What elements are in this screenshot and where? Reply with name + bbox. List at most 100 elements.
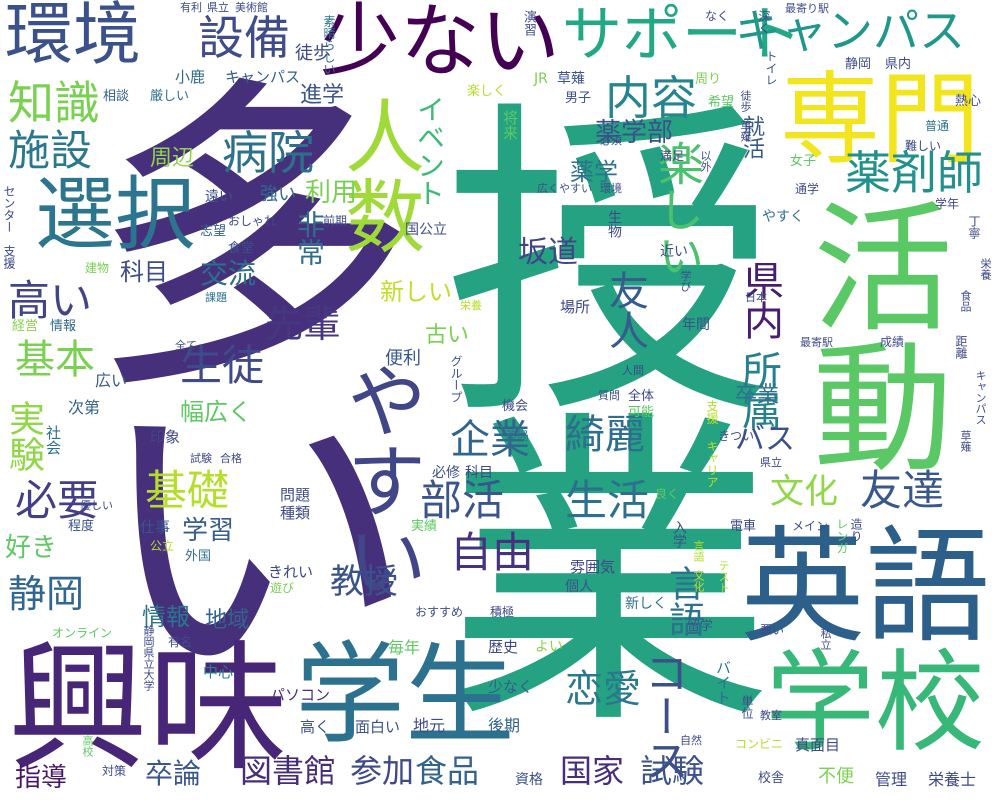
cloud-word: 恋愛	[565, 667, 642, 711]
cloud-word: レンガ	[835, 518, 849, 554]
cloud-word: おすすめ	[415, 605, 464, 619]
cloud-word: 歴史	[488, 638, 519, 656]
cloud-word: テスト	[717, 560, 730, 593]
cloud-word: 好き	[5, 533, 58, 563]
cloud-word: おしゃれ	[228, 214, 277, 228]
cloud-word: 入学	[671, 520, 687, 548]
cloud-word: 楽しく	[467, 84, 507, 99]
cloud-word: よい	[535, 639, 563, 655]
cloud-word: オンライン	[52, 626, 113, 640]
cloud-word: 静岡県立大学	[142, 625, 155, 691]
cloud-word: きつい	[718, 429, 755, 443]
cloud-word: 広い	[95, 371, 128, 390]
cloud-word: 質問	[598, 389, 620, 402]
cloud-word: キャリア	[705, 440, 719, 488]
cloud-word: センター	[2, 185, 16, 233]
cloud-word: 最寄り駅	[785, 2, 829, 15]
cloud-word: 年間	[682, 317, 710, 333]
cloud-word: 資格	[515, 772, 543, 788]
cloud-word: 女子	[790, 154, 817, 169]
cloud-word: 支援	[2, 245, 16, 269]
cloud-word: 就活	[739, 115, 764, 159]
cloud-word: キャンパス	[735, 4, 965, 58]
cloud-word: 新しく	[625, 596, 667, 612]
cloud-word: 優しい	[80, 499, 113, 512]
cloud-word: 美術館	[235, 1, 268, 14]
cloud-word: 社会	[44, 425, 62, 455]
cloud-word: 先輩	[265, 302, 342, 346]
cloud-word: 実績	[411, 519, 438, 534]
cloud-word: 活動	[789, 195, 952, 475]
cloud-word: キャンパス	[225, 68, 301, 86]
cloud-word: 基本	[15, 337, 95, 383]
cloud-word: 校舎	[758, 771, 785, 786]
cloud-word: 合格	[220, 452, 242, 465]
cloud-word: 生徒	[180, 341, 265, 390]
cloud-word: 文化	[770, 472, 838, 512]
cloud-word: サポート	[562, 0, 802, 70]
cloud-word: 参加	[350, 752, 415, 790]
cloud-word: 熱心	[955, 94, 982, 109]
cloud-word: 必修	[432, 465, 460, 481]
cloud-word: 言語	[692, 540, 705, 562]
cloud-word: 全て	[175, 339, 197, 352]
cloud-word: 専門	[780, 61, 980, 178]
cloud-word: 外国	[185, 549, 212, 564]
cloud-word: 距離	[954, 335, 968, 359]
cloud-word: 薬学部	[595, 118, 674, 148]
cloud-word: 悪い	[760, 623, 785, 637]
cloud-word: 英語	[740, 515, 990, 660]
cloud-word: 人数	[332, 95, 425, 255]
cloud-word: 文化	[692, 570, 705, 592]
cloud-word: 県内	[737, 260, 783, 340]
cloud-word: 全体	[628, 389, 655, 404]
cloud-word: 指導	[15, 763, 68, 793]
cloud-word: 栄養士	[928, 770, 977, 789]
cloud-word: 自由	[450, 528, 535, 577]
cloud-word: 内容	[605, 71, 697, 125]
cloud-word: 積極	[490, 605, 515, 619]
cloud-word: 経営	[12, 319, 39, 334]
cloud-word: 中心	[203, 663, 234, 681]
cloud-word: 栄養	[979, 258, 992, 280]
cloud-word: 環境	[5, 0, 142, 75]
cloud-word: 教授	[330, 562, 398, 602]
cloud-word: 坂道	[518, 235, 578, 270]
cloud-word: 課題	[205, 291, 227, 304]
cloud-word: 対策	[102, 764, 127, 778]
cloud-word: 興味	[8, 628, 289, 791]
cloud-word: 利用	[305, 178, 358, 208]
cloud-word: 新しい	[380, 278, 452, 306]
cloud-word: 深く	[757, 10, 771, 34]
cloud-word: 自然	[680, 734, 702, 747]
cloud-word: 近い	[660, 244, 688, 260]
cloud-word: 国家	[560, 752, 625, 790]
cloud-word: 草薙	[959, 430, 972, 452]
cloud-word: 雰囲気	[570, 558, 616, 576]
cloud-word: 高い	[8, 276, 93, 325]
cloud-word: 食品	[415, 752, 480, 790]
cloud-word: 少ない	[320, 0, 560, 88]
cloud-word: 授業	[388, 90, 772, 710]
cloud-word: 学校	[765, 639, 985, 767]
cloud-word: 毎年	[388, 638, 421, 657]
cloud-word: 草薙	[557, 71, 585, 87]
cloud-word: 広くやすい	[537, 182, 592, 195]
cloud-word: 周り	[695, 72, 722, 87]
cloud-word: 静岡	[8, 572, 85, 616]
cloud-word: 地域	[205, 608, 250, 633]
cloud-word: 卒業	[735, 383, 780, 408]
cloud-word: 個人	[565, 579, 593, 595]
cloud-word: 公立	[150, 539, 175, 553]
cloud-word: 学年	[935, 197, 960, 211]
cloud-word: 学習	[182, 516, 235, 546]
cloud-word: 栄養	[460, 299, 482, 312]
cloud-word: 高校	[81, 735, 94, 757]
cloud-word: メイン	[792, 519, 829, 533]
cloud-word: 図書館	[240, 752, 337, 790]
cloud-word: 楽しい	[651, 140, 705, 278]
cloud-word: 希望	[708, 95, 735, 110]
cloud-word: 食品	[959, 290, 972, 312]
cloud-word: 後期	[488, 716, 521, 735]
cloud-word: 前期	[323, 214, 348, 228]
